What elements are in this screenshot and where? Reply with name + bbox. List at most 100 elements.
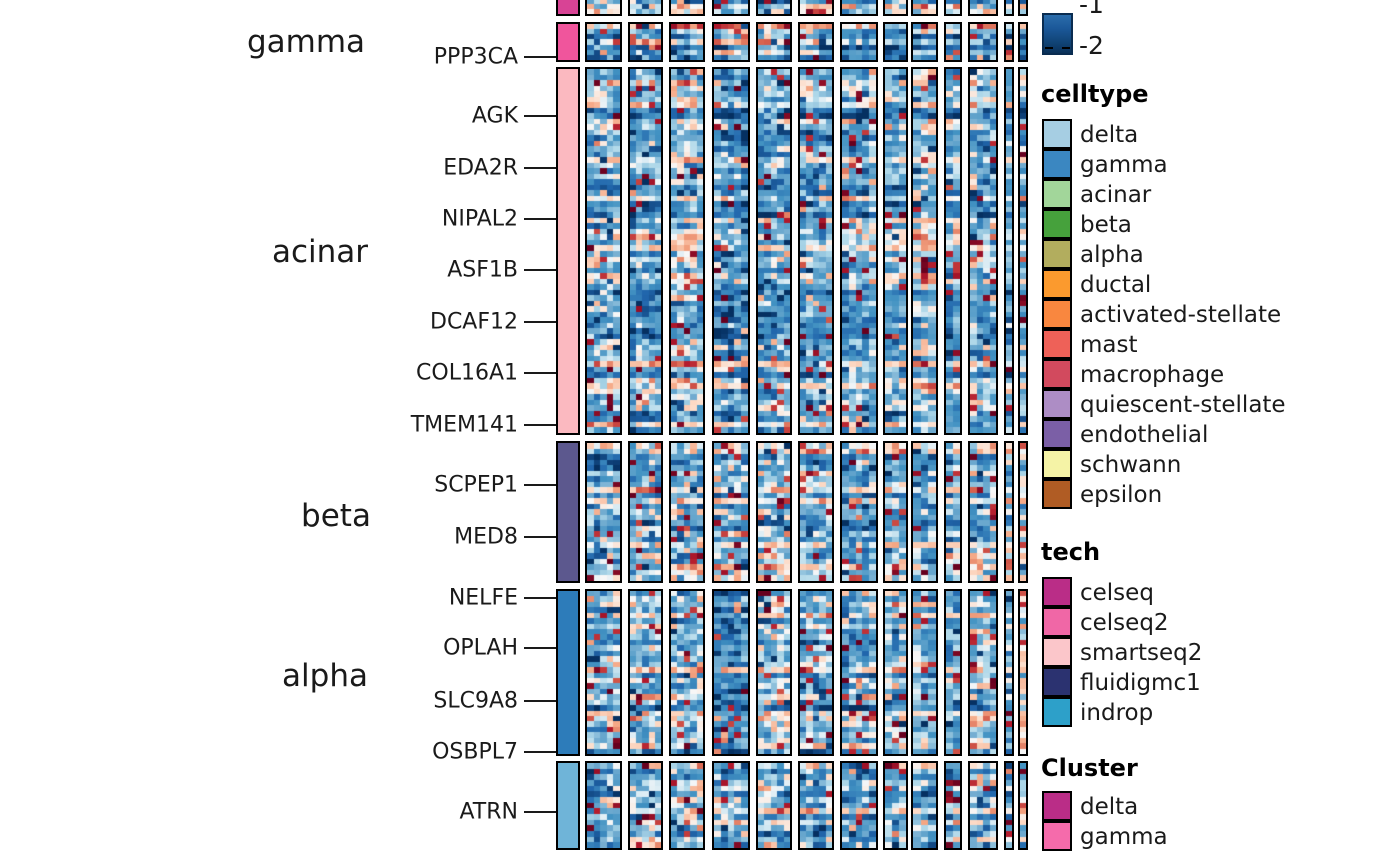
legend-swatch-celltype-mast	[1042, 329, 1072, 359]
colorbar	[1042, 13, 1073, 55]
heatmap-panel-g3-c8	[911, 441, 938, 583]
legend-swatch-celltype-ductal	[1042, 269, 1072, 299]
heatmap-panel-g0-c4	[756, 0, 792, 16]
heatmap-panel-g1-c7	[883, 22, 908, 62]
legend-swatch-celltype-schwann	[1042, 449, 1072, 479]
celltype-legend-title: celltype	[1041, 80, 1149, 108]
heatmap-panel-g2-c2	[669, 67, 705, 435]
heatmap-panel-g5-c8	[911, 761, 938, 850]
gene-tick-PPP3CA	[524, 56, 556, 58]
gene-tick-ASF1B	[524, 269, 556, 271]
heatmap-panel-g4-c6	[840, 589, 878, 756]
heatmap-panel-g3-c3	[712, 441, 750, 583]
legend-swatch-tech-celseq2	[1042, 607, 1072, 637]
gene-tick-ATRN	[524, 811, 556, 813]
gene-label-OSBPL7: OSBPL7	[432, 739, 518, 765]
heatmap-panel-g0-c7	[883, 0, 908, 16]
heatmap-panel-g2-c1	[628, 67, 663, 435]
heatmap-panel-g0-c11	[1004, 0, 1014, 16]
legend-label-celltype-mast: mast	[1080, 332, 1138, 358]
heatmap-panel-g5-c12	[1018, 761, 1028, 850]
legend-label-celltype-delta: delta	[1080, 122, 1139, 148]
heatmap-panel-g3-c4	[756, 441, 792, 583]
gene-tick-MED8	[524, 536, 556, 538]
heatmap-panel-g0-c5	[798, 0, 834, 16]
heatmap-panel-g3-c0	[585, 441, 622, 583]
cluster-annotation-acinar	[556, 67, 580, 435]
cluster-annotation-gamma	[556, 22, 580, 62]
legend-label-celltype-beta: beta	[1080, 212, 1132, 238]
legend-label-celltype-schwann: schwann	[1080, 452, 1182, 478]
gene-label-PPP3CA: PPP3CA	[433, 44, 518, 70]
gene-tick-NELFE	[524, 597, 556, 599]
gene-tick-EDA2R	[524, 167, 556, 169]
heatmap-panel-g3-c2	[669, 441, 705, 583]
gene-label-NIPAL2: NIPAL2	[441, 206, 518, 232]
colorbar-tick-dash-left	[1045, 47, 1053, 49]
heatmap-panel-g0-c10	[968, 0, 998, 16]
heatmap-panel-g1-c4	[756, 22, 792, 62]
heatmap-panel-g1-c3	[712, 22, 750, 62]
legend-swatch-celltype-beta	[1042, 209, 1072, 239]
legend-swatch-celltype-quiescent-stellate	[1042, 389, 1072, 419]
heatmap-panel-g2-c7	[883, 67, 908, 435]
heatmap-panel-g3-c6	[840, 441, 878, 583]
gene-tick-AGK	[524, 115, 556, 117]
heatmap-panel-g1-c12	[1018, 22, 1028, 62]
legend-label-celltype-quiescent-stellate: quiescent-stellate	[1080, 392, 1286, 418]
heatmap-panel-g4-c10	[968, 589, 998, 756]
legend-swatch-celltype-gamma	[1042, 149, 1072, 179]
legend-swatch-celltype-alpha	[1042, 239, 1072, 269]
cluster-label-gamma: gamma	[246, 24, 366, 60]
legend-swatch-celltype-activated-stellate	[1042, 299, 1072, 329]
gene-label-ASF1B: ASF1B	[447, 257, 518, 283]
legend-label-cluster-gamma: gamma	[1080, 824, 1168, 850]
heatmap-panel-g2-c9	[944, 67, 962, 435]
gene-label-DCAF12: DCAF12	[430, 309, 518, 335]
heatmap-panel-g2-c3	[712, 67, 750, 435]
legend-swatch-cluster-gamma	[1042, 821, 1072, 851]
gene-tick-COL16A1	[524, 372, 556, 374]
heatmap-panel-g0-c8	[911, 0, 938, 16]
gene-label-EDA2R: EDA2R	[443, 155, 518, 181]
heatmap-panel-g4-c9	[944, 589, 962, 756]
legend-label-celltype-ductal: ductal	[1080, 272, 1152, 298]
colorbar-tick-dash-right	[1062, 47, 1070, 49]
heatmap-panel-g1-c9	[944, 22, 962, 62]
cluster-annotation-delta-bottom	[556, 761, 580, 850]
heatmap-panel-g5-c0	[585, 761, 622, 850]
gene-tick-OPLAH	[524, 647, 556, 649]
heatmap-panel-g4-c3	[712, 589, 750, 756]
legend-swatch-celltype-epsilon	[1042, 479, 1072, 509]
heatmap-panel-g2-c11	[1004, 67, 1014, 435]
heatmap-panel-g2-c0	[585, 67, 622, 435]
heatmap-panel-g3-c1	[628, 441, 663, 583]
heatmap-panel-g5-c4	[756, 761, 792, 850]
heatmap-panel-g3-c5	[798, 441, 834, 583]
cluster-label-beta: beta	[301, 498, 371, 534]
legend-label-celltype-macrophage: macrophage	[1080, 362, 1225, 388]
tech-legend-title: tech	[1041, 538, 1101, 566]
heatmap-panel-g1-c6	[840, 22, 878, 62]
heatmap-panel-g1-c11	[1004, 22, 1014, 62]
heatmap-panel-g2-c4	[756, 67, 792, 435]
heatmap-panel-g4-c11	[1004, 589, 1014, 756]
gene-tick-OSBPL7	[524, 751, 556, 753]
gene-label-AGK: AGK	[471, 103, 518, 129]
heatmap-panel-g4-c12	[1018, 589, 1028, 756]
heatmap-panel-g5-c7	[883, 761, 908, 850]
gene-label-COL16A1: COL16A1	[416, 360, 518, 386]
gene-label-SLC9A8: SLC9A8	[433, 688, 518, 714]
legend-label-celltype-epsilon: epsilon	[1080, 482, 1163, 508]
legend-label-tech-celseq2: celseq2	[1080, 610, 1169, 636]
legend-label-celltype-endothelial: endothelial	[1080, 422, 1209, 448]
heatmap-panel-g5-c11	[1004, 761, 1014, 850]
gene-tick-SCPEP1	[524, 484, 556, 486]
heatmap-panel-g1-c10	[968, 22, 998, 62]
heatmap-panel-g0-c0	[585, 0, 622, 16]
gene-label-SCPEP1: SCPEP1	[434, 472, 518, 498]
heatmap-panel-g2-c10	[968, 67, 998, 435]
legend-swatch-celltype-endothelial	[1042, 419, 1072, 449]
gene-label-MED8: MED8	[454, 524, 518, 550]
legend-swatch-tech-indrop	[1042, 697, 1072, 727]
